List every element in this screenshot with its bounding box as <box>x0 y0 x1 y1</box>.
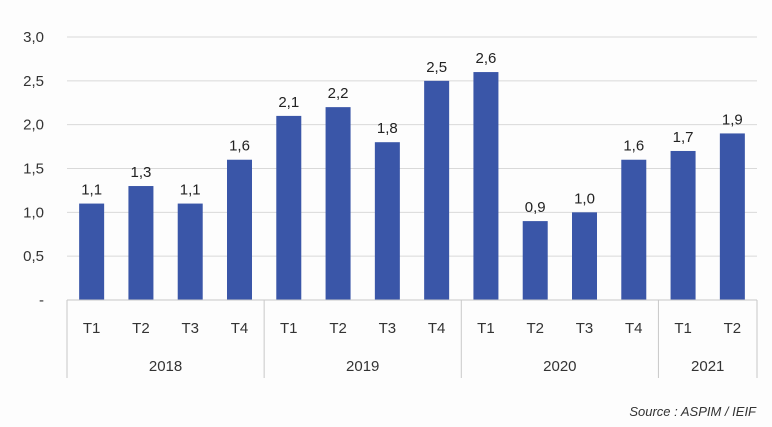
bar <box>79 203 105 300</box>
x-tick-label: T2 <box>724 320 742 337</box>
bar <box>276 115 302 301</box>
data-label: 1,9 <box>722 111 743 128</box>
x-axis: T1 T2 T3 T4 T1 T2 T3 T4 T1 T2 T3 T4 T1 T2 2018 2019 2020… <box>66 299 758 378</box>
data-label: 1,0 <box>574 190 595 207</box>
y-tick-label: 3,0 <box>23 29 44 46</box>
bars <box>79 72 745 301</box>
y-tick-label: 1,5 <box>23 161 44 178</box>
x-tick-label: T4 <box>231 320 249 337</box>
x-tick-label: T2 <box>329 320 347 337</box>
x-tick-label: T1 <box>83 320 101 337</box>
x-tick-label: T3 <box>181 320 199 337</box>
x-tick-label: T3 <box>576 320 594 337</box>
data-label: 1,8 <box>377 120 398 137</box>
x-tick-label: T1 <box>280 320 298 337</box>
year-label: 2021 <box>691 358 724 375</box>
source-note: Source : ASPIM / IEIF <box>629 404 757 419</box>
data-label: 1,6 <box>229 138 250 155</box>
bar <box>177 203 203 300</box>
x-tick-label: T1 <box>477 320 495 337</box>
year-label: 2020 <box>543 358 576 375</box>
data-label: 0,9 <box>525 199 546 216</box>
x-tick-label: T4 <box>625 320 643 337</box>
bar <box>227 159 252 300</box>
y-axis-ticks: - 0,5 1,0 1,5 2,0 2,5 3,0 <box>23 29 44 309</box>
year-label: 2018 <box>149 358 182 375</box>
y-tick-label: 2,0 <box>23 117 44 134</box>
bar <box>473 72 499 300</box>
bar <box>522 221 548 300</box>
bar <box>128 186 154 300</box>
y-tick-label: 0,5 <box>23 248 44 265</box>
gridlines <box>67 36 757 257</box>
bar <box>325 107 351 300</box>
bar <box>719 133 745 300</box>
bar <box>424 80 450 300</box>
bar <box>621 159 647 300</box>
x-tick-label: T2 <box>132 320 150 337</box>
x-tick-label: T2 <box>526 320 544 337</box>
data-label: 1,1 <box>180 182 201 199</box>
y-tick-label: 2,5 <box>23 73 44 90</box>
bar <box>374 142 400 300</box>
year-label: 2019 <box>346 358 379 375</box>
data-label: 1,7 <box>673 129 694 146</box>
bar <box>670 150 696 300</box>
data-label: 2,6 <box>475 50 496 67</box>
x-tick-label: T1 <box>674 320 692 337</box>
bar <box>572 212 597 300</box>
y-tick-label: - <box>39 292 44 309</box>
data-labels: 1,1 1,3 1,1 1,6 2,1 2,2 1,8 2,5 2,6 0,9 1,0 1,6 1,7 1… <box>81 50 743 216</box>
x-tick-label: T4 <box>428 320 446 337</box>
data-label: 1,1 <box>81 182 102 199</box>
data-label: 2,5 <box>426 59 447 76</box>
data-label: 1,6 <box>623 138 644 155</box>
y-tick-label: 1,0 <box>23 204 44 221</box>
data-label: 1,3 <box>130 164 151 181</box>
x-tick-label: T3 <box>379 320 397 337</box>
data-label: 2,1 <box>278 94 299 111</box>
data-label: 2,2 <box>328 85 349 102</box>
